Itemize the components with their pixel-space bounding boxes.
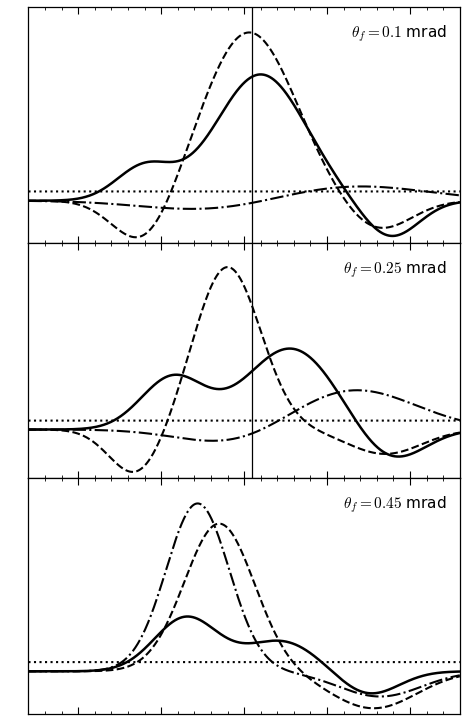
Text: $\theta_f = 0.25$ mrad: $\theta_f = 0.25$ mrad: [343, 260, 447, 280]
Text: $\theta_f = 0.45$ mrad: $\theta_f = 0.45$ mrad: [343, 495, 447, 516]
Text: $\theta_f = 0.1$ mrad: $\theta_f = 0.1$ mrad: [351, 24, 447, 44]
